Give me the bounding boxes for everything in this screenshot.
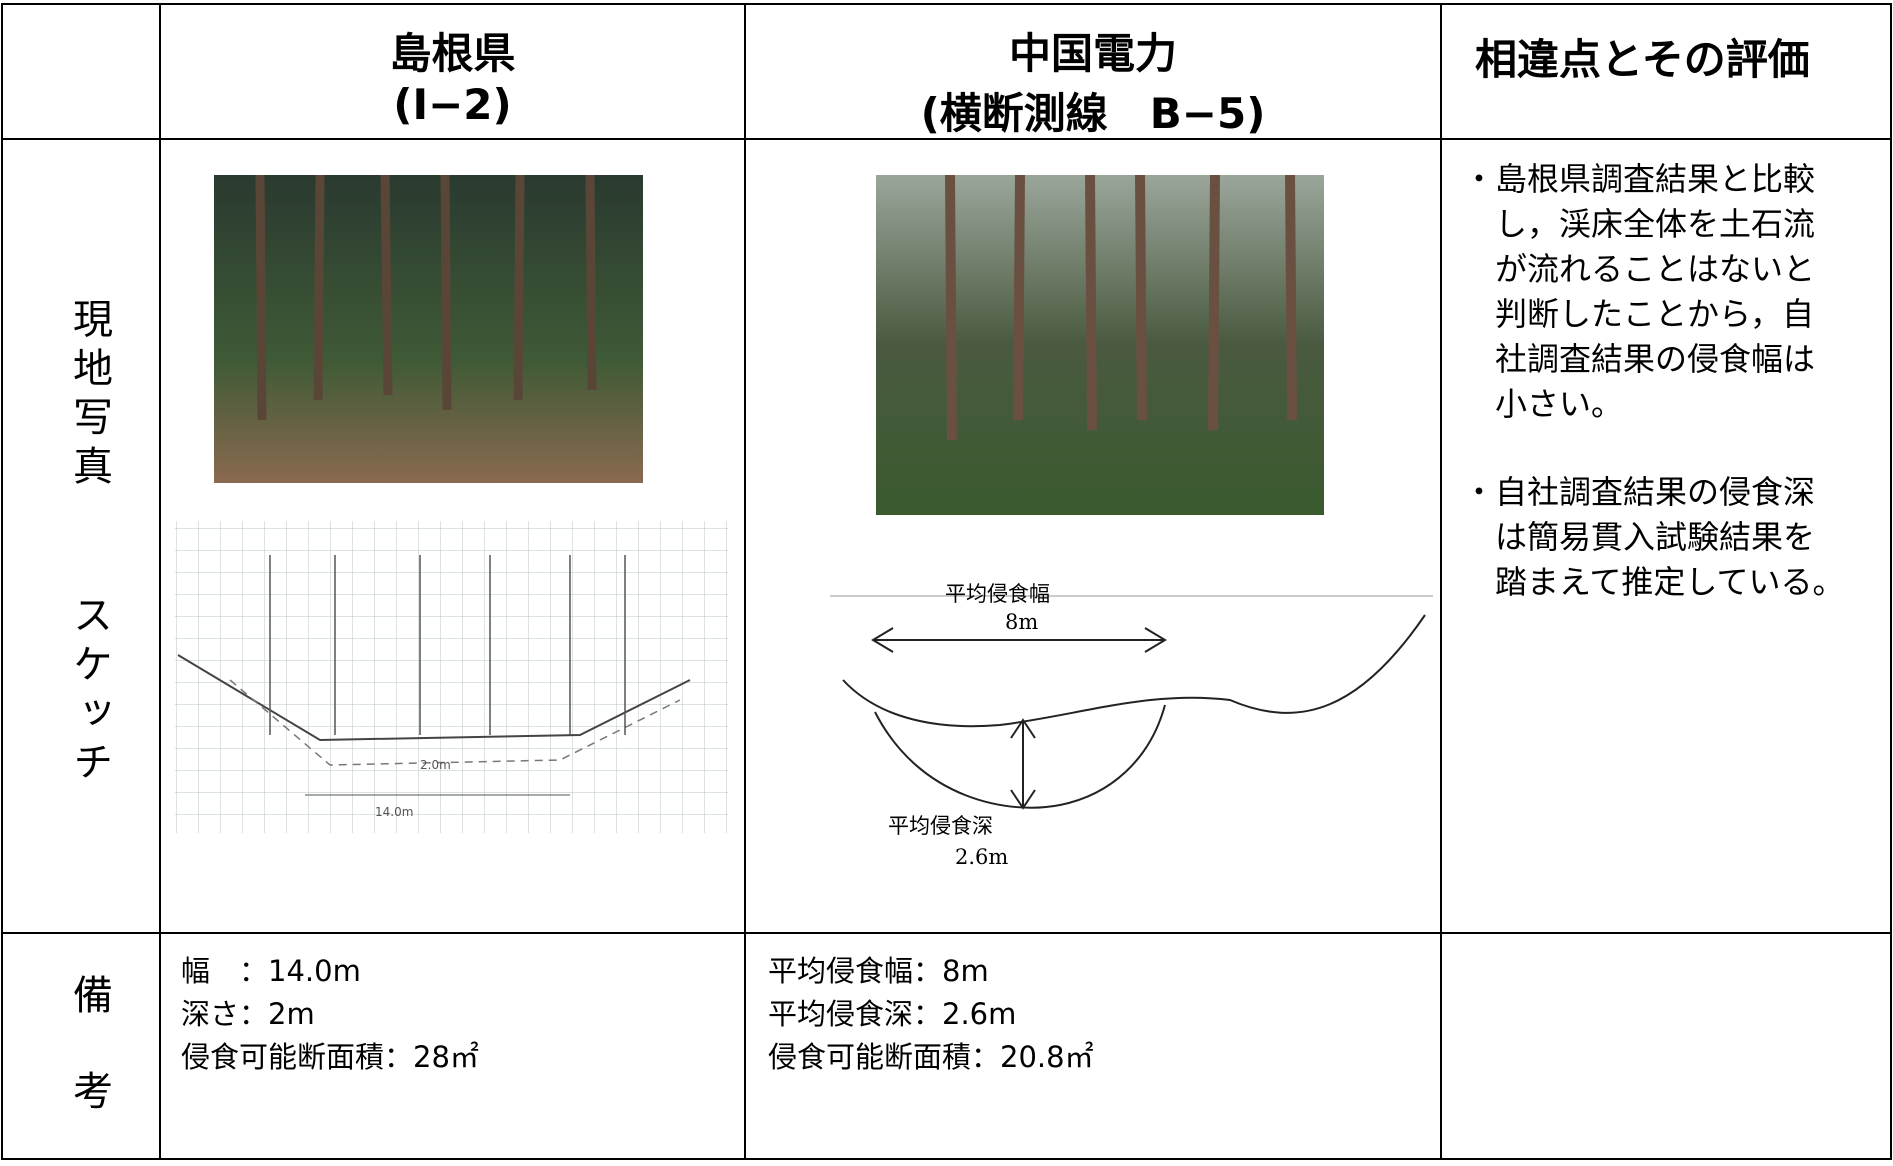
evaluation-line: 踏まえて推定している。: [1495, 563, 1845, 601]
column-subtitle: (横断測線 B−5): [920, 89, 1266, 138]
evaluation-line: 小さい。: [1495, 385, 1624, 423]
column-title: 相違点とその評価: [1475, 35, 1810, 84]
column-title: 中国電力: [1008, 29, 1177, 78]
evaluation-line: は簡易貫入試験結果を: [1495, 518, 1816, 556]
column-subtitle: (I−2): [393, 80, 512, 129]
sketch-text: 14.0m: [375, 805, 414, 819]
photo-chugoku: [876, 174, 1324, 515]
row-label: スケッチ: [66, 594, 112, 790]
note-line: 深さ：2m: [181, 997, 315, 1031]
evaluation-line: し，渓床全体を土石流: [1495, 205, 1816, 243]
sketch-text: 2.6m: [955, 845, 1009, 869]
sketch-text: 8m: [1005, 610, 1039, 634]
column-title: 島根県: [389, 29, 516, 78]
sketch-text: 平均侵食深: [888, 814, 993, 838]
sketch-text: 平均侵食幅: [945, 582, 1050, 606]
sketch-text: 2.0m: [420, 758, 451, 772]
evaluation-line: 判断したことから，自: [1495, 295, 1815, 333]
sketch-shimane: [175, 521, 728, 833]
note-line: 平均侵食深：2.6m: [768, 997, 1017, 1031]
evaluation-line: ・自社調査結果の侵食深: [1463, 473, 1816, 511]
row-label: 備考: [66, 974, 112, 1166]
note-line: 侵食可能断面積：20.8㎡: [768, 1040, 1094, 1074]
evaluation-line: ・島根県調査結果と比較: [1463, 160, 1816, 198]
evaluation-line: が流れることはないと: [1495, 250, 1816, 288]
sketch-chugoku: [830, 595, 1433, 810]
note-line: 侵食可能断面積：28㎡: [181, 1040, 479, 1074]
row-label: 現地写真: [66, 298, 112, 494]
photo-shimane: [214, 174, 643, 483]
note-line: 幅 ：14.0m: [181, 954, 361, 988]
note-line: 平均侵食幅：8m: [768, 954, 989, 988]
evaluation-line: 社調査結果の侵食幅は: [1495, 340, 1816, 378]
